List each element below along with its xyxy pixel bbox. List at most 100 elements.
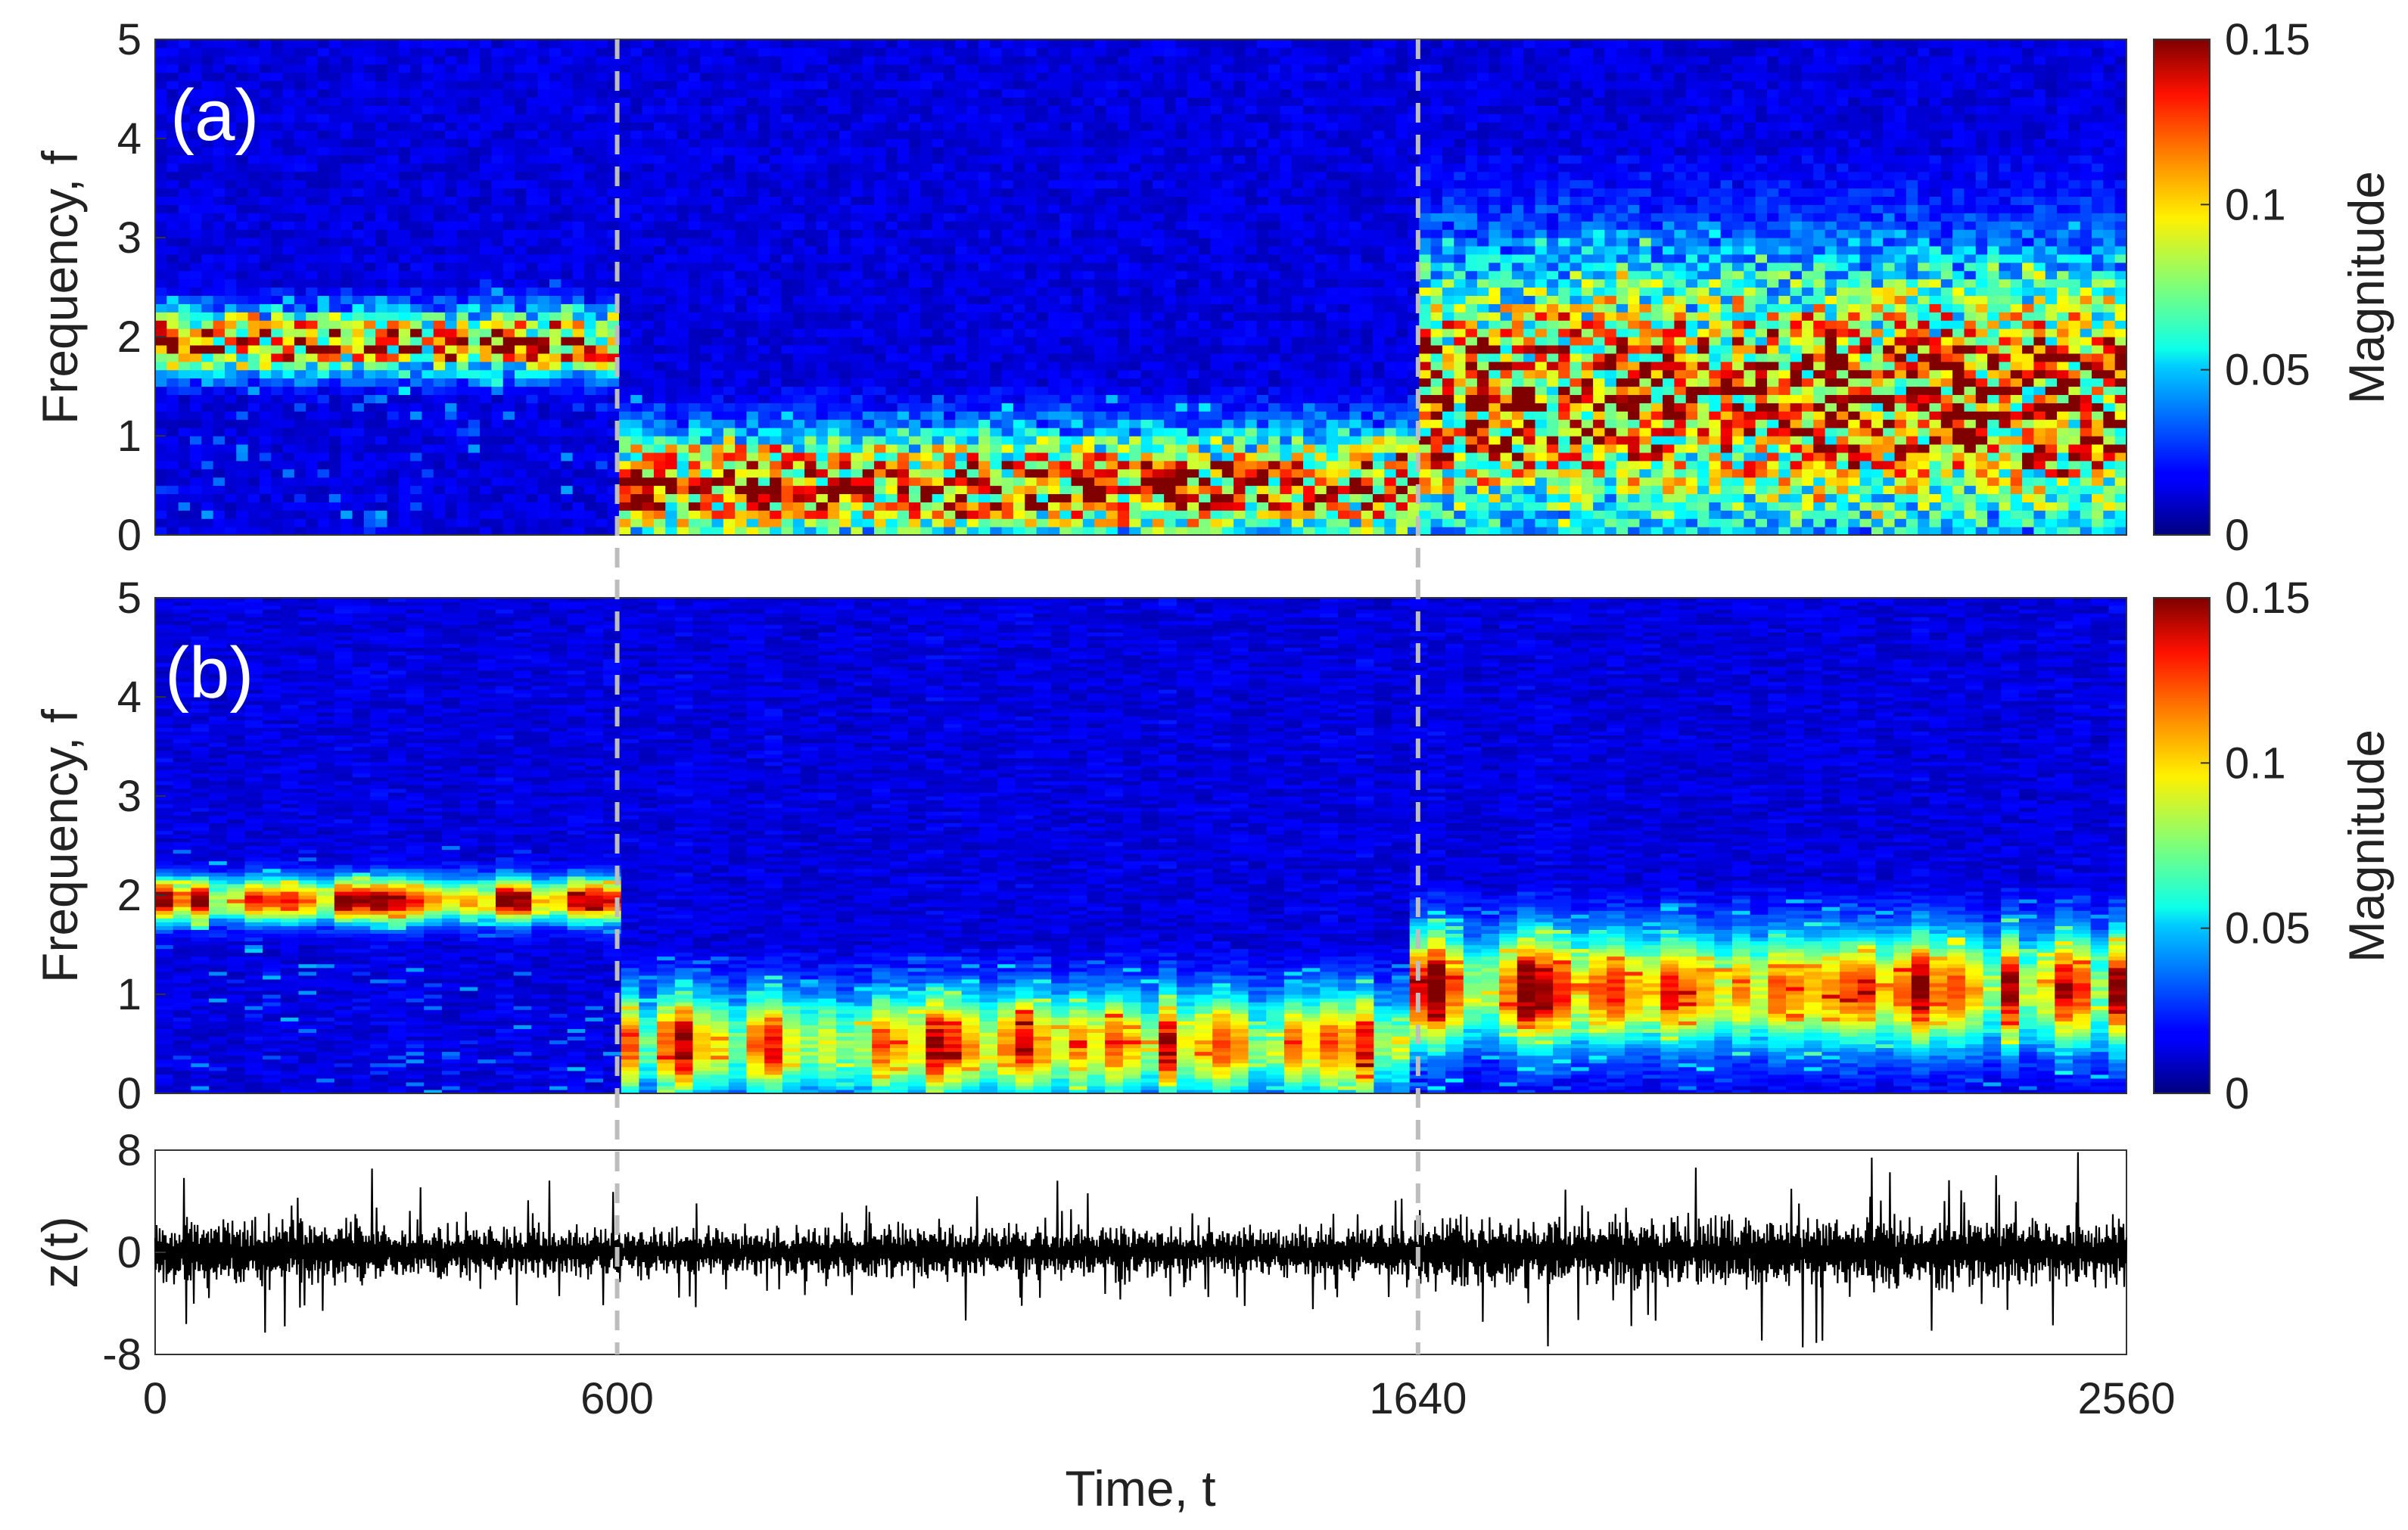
heatmap-cell	[920, 468, 933, 478]
heatmap-cell	[515, 312, 527, 321]
heatmap-cell	[596, 245, 608, 255]
heatmap-cell	[502, 221, 515, 230]
heatmap-cell	[410, 122, 423, 131]
heatmap-cell	[445, 238, 458, 247]
heatmap-cell	[596, 154, 608, 164]
heatmap-cell	[1059, 443, 1072, 453]
heatmap-cell	[966, 527, 979, 536]
heatmap-cell	[468, 130, 481, 139]
heatmap-cell	[618, 353, 631, 362]
heatmap-cell	[909, 378, 921, 387]
heatmap-cell	[723, 262, 736, 272]
heatmap-cell	[375, 130, 388, 139]
heatmap-cell	[723, 105, 736, 114]
heatmap-cell	[1001, 337, 1014, 346]
heatmap-cell	[816, 378, 829, 387]
heatmap-cell	[839, 419, 852, 428]
heatmap-cell	[885, 303, 898, 313]
heatmap-cell	[1013, 320, 1025, 329]
heatmap-cell	[1013, 468, 1025, 478]
heatmap-cell	[618, 403, 631, 412]
heatmap-cell	[363, 320, 376, 329]
heatmap-cell	[1106, 353, 1118, 362]
heatmap-cell	[665, 295, 678, 304]
heatmap-cell	[502, 428, 515, 437]
heatmap-cell	[155, 122, 167, 131]
heatmap-cell	[955, 443, 968, 453]
heatmap-cell	[1047, 196, 1060, 205]
heatmap-cell	[502, 55, 515, 65]
heatmap-cell	[189, 204, 202, 213]
heatmap-cell	[1025, 378, 1038, 387]
heatmap-cell	[317, 328, 330, 337]
heatmap-cell	[642, 428, 655, 437]
heatmap-cell	[317, 344, 330, 354]
heatmap-cell	[874, 122, 886, 131]
heatmap-cell	[804, 443, 817, 453]
heatmap-cell	[1059, 72, 1072, 82]
heatmap-cell	[920, 493, 933, 502]
heatmap-cell	[375, 403, 388, 412]
heatmap-cell	[735, 378, 748, 387]
heatmap-cell	[885, 114, 898, 123]
heatmap-cell	[306, 146, 319, 156]
heatmap-cell	[410, 179, 423, 189]
heatmap-cell	[966, 114, 979, 123]
heatmap-cell	[294, 312, 306, 321]
heatmap-cell	[1059, 80, 1072, 90]
heatmap-cell	[375, 320, 388, 329]
heatmap-cell	[1036, 105, 1049, 114]
heatmap-cell	[1001, 328, 1014, 337]
heatmap-cell	[746, 122, 759, 131]
heatmap-cell	[618, 337, 631, 346]
heatmap-cell	[642, 386, 655, 396]
heatmap-cell	[328, 320, 341, 329]
heatmap-cell	[746, 394, 759, 403]
heatmap-cell	[596, 47, 608, 57]
heatmap-cell	[213, 436, 226, 445]
heatmap-cell	[642, 253, 655, 263]
heatmap-cell	[827, 312, 840, 321]
heatmap-cell	[352, 369, 365, 379]
heatmap-cell	[468, 403, 481, 412]
heatmap-cell	[607, 163, 620, 173]
heatmap-cell	[502, 270, 515, 280]
heatmap-cell	[294, 253, 306, 263]
heatmap-cell	[166, 130, 179, 139]
heatmap-cell	[387, 378, 400, 387]
heatmap-cell	[155, 270, 167, 280]
heatmap-cell	[375, 386, 388, 396]
heatmap-cell	[352, 105, 365, 114]
heatmap-cell	[515, 452, 527, 462]
heatmap-cell	[1025, 130, 1038, 139]
heatmap-cell	[468, 179, 481, 189]
heatmap-cell	[874, 403, 886, 412]
heatmap-cell	[363, 518, 376, 527]
heatmap-cell	[468, 518, 481, 527]
heatmap-cell	[618, 188, 631, 197]
heatmap-cell	[642, 171, 655, 181]
heatmap-cell	[247, 468, 260, 478]
heatmap-cell	[1106, 105, 1118, 114]
heatmap-cell	[375, 303, 388, 313]
heatmap-cell	[306, 485, 319, 495]
heatmap-cell	[502, 361, 515, 371]
heatmap-cell	[375, 72, 388, 82]
heatmap-cell	[770, 55, 782, 65]
heatmap-cell	[920, 97, 933, 106]
heatmap-cell	[166, 320, 179, 329]
heatmap-cell	[688, 378, 701, 387]
heatmap-cell	[317, 443, 330, 453]
heatmap-cell	[213, 253, 226, 263]
heatmap-cell	[247, 452, 260, 462]
heatmap-cell	[839, 287, 852, 297]
heatmap-cell	[468, 510, 481, 519]
heatmap-cell	[271, 436, 284, 445]
heatmap-cell	[851, 80, 863, 90]
heatmap-cell	[387, 89, 400, 98]
heatmap-cell	[792, 411, 805, 420]
heatmap-cell	[398, 328, 411, 337]
heatmap-cell	[688, 411, 701, 420]
heatmap-cell	[851, 97, 863, 106]
heatmap-cell	[770, 72, 782, 82]
